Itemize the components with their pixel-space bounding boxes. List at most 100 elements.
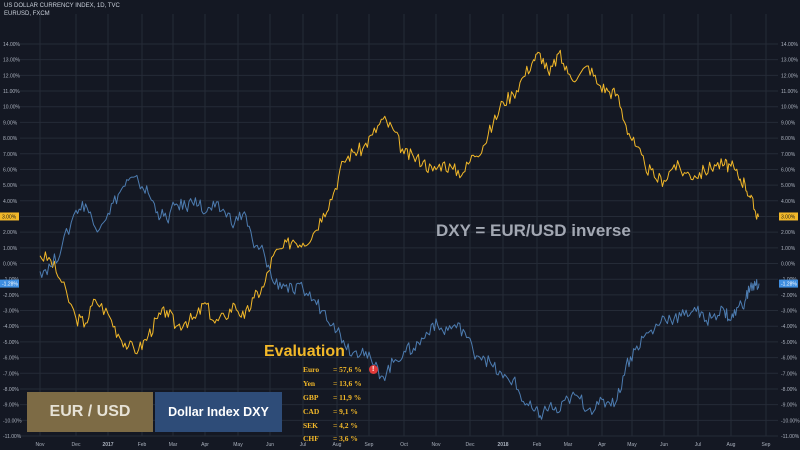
y-tick-label: 0.00% <box>3 262 18 268</box>
y-tick-label: -10.00% <box>3 418 22 424</box>
y-tick-label: -2.00% <box>3 293 19 299</box>
overlay-title: DXY = EUR/USD inverse <box>436 221 631 240</box>
y-tick-label: 9.00% <box>781 120 796 126</box>
weight-currency: GBP <box>303 392 319 402</box>
x-tick-label: Apr <box>598 442 606 448</box>
x-tick-label: Jun <box>266 442 274 448</box>
x-tick-label: May <box>627 442 637 448</box>
x-tick-label: Mar <box>564 442 573 448</box>
x-tick-label: Sep <box>365 442 374 448</box>
weight-row-chf: CHF = 3,6 % <box>303 432 378 446</box>
last-value-label-dxy: -1.28% <box>781 282 797 288</box>
last-value-label-eurusd: 3.00% <box>781 214 796 220</box>
y-tick-label: 11.00% <box>3 89 20 95</box>
y-tick-label: 9.00% <box>3 120 18 126</box>
x-tick-label: Jun <box>660 442 668 448</box>
last-value-badge-eurusd <box>779 212 798 221</box>
y-tick-label: -11.00% <box>3 434 22 440</box>
series-line-eurusd <box>39 49 760 355</box>
last-value-label-eurusd: 3.00% <box>2 214 17 220</box>
x-tick-label: May <box>233 442 243 448</box>
y-tick-label: -3.00% <box>781 309 797 315</box>
weight-value: = 3,6 % <box>333 434 358 444</box>
y-tick-label: -7.00% <box>781 371 797 377</box>
x-tick-label: Jul <box>300 442 306 448</box>
y-tick-label: -9.00% <box>3 403 19 409</box>
y-tick-label: 4.00% <box>3 199 18 205</box>
y-tick-label: 2.00% <box>3 230 18 236</box>
y-tick-label: 14.00% <box>781 42 799 48</box>
x-tick-label: Feb <box>138 442 147 448</box>
y-axis-right: 14.00% 13.00% 12.00% 11.00% 10.00% 9.00% 8.00%… <box>781 42 800 440</box>
x-tick-label: Jul <box>695 442 701 448</box>
chart-header-title: US DOLLAR CURRENCY INDEX, 1D, TVC <box>4 3 120 9</box>
weight-value: = 9,1 % <box>333 406 358 416</box>
y-tick-label: 4.00% <box>781 199 796 205</box>
x-tick-label: 2018 <box>497 442 508 448</box>
y-axis-left: 14.00% 13.00% 12.00% 11.00% 10.00% 9.00% 8.00%… <box>3 42 22 440</box>
y-tick-label: -6.00% <box>3 356 19 362</box>
weight-value: = 13,6 % <box>333 379 362 389</box>
last-value-label-dxy: -1.28% <box>2 282 18 288</box>
weight-value: = 57,6 % <box>333 365 362 375</box>
y-tick-label: 6.00% <box>3 167 18 173</box>
weight-currency: Euro <box>303 365 320 375</box>
x-tick-label: Sep <box>762 442 771 448</box>
series-line-dxy <box>39 174 760 420</box>
y-tick-label: -7.00% <box>3 371 19 377</box>
last-value-labels: 3.00% 3.00% -1.28% -1.28% <box>0 212 798 288</box>
y-tick-label: 11.00% <box>781 89 798 95</box>
warning-icon: ! <box>368 365 378 375</box>
y-tick-label: 8.00% <box>781 136 796 142</box>
weight-row-sek: SEK = 4,2 % <box>303 418 378 432</box>
y-tick-label: 5.00% <box>781 183 796 189</box>
y-tick-label: 12.00% <box>3 73 21 79</box>
weight-currency: CHF <box>303 434 319 444</box>
x-tick-label: Feb <box>533 442 542 448</box>
y-tick-label: -3.00% <box>3 309 19 315</box>
x-tick-label: Aug <box>333 442 342 448</box>
x-tick-label: Apr <box>201 442 209 448</box>
weight-currency: SEK <box>303 420 319 430</box>
weight-value: = 11,9 % <box>333 392 362 402</box>
weight-row-yen: Yen = 13,6 % <box>303 377 378 391</box>
y-tick-label: 2.00% <box>781 230 796 236</box>
y-tick-label: -2.00% <box>781 293 797 299</box>
weight-row-euro: Euro = 57,6 % ! <box>303 363 378 377</box>
y-tick-label: -11.00% <box>781 434 800 440</box>
x-tick-label: Dec <box>466 442 475 448</box>
y-tick-label: 13.00% <box>781 58 799 64</box>
y-tick-label: 5.00% <box>3 183 18 189</box>
x-tick-label: 2017 <box>102 442 113 448</box>
y-tick-label: -4.00% <box>3 324 19 330</box>
y-tick-label: 10.00% <box>3 105 21 111</box>
weight-row-gbp: GBP = 11,9 % <box>303 391 378 405</box>
last-value-badge-eurusd <box>0 212 19 221</box>
y-tick-label: 7.00% <box>781 152 796 158</box>
y-tick-label: -5.00% <box>3 340 19 346</box>
legend-box-dxy: Dollar Index DXY <box>155 392 282 432</box>
weights-table: Euro = 57,6 % ! Yen = 13,6 % GBP = 11,9 … <box>303 363 378 446</box>
y-tick-label: 8.00% <box>3 136 18 142</box>
y-tick-label: 1.00% <box>3 246 18 252</box>
y-tick-label: 6.00% <box>781 167 796 173</box>
x-tick-label: Nov <box>432 442 441 448</box>
y-tick-label: -8.00% <box>781 387 797 393</box>
weight-currency: Yen <box>303 379 316 389</box>
chart-grid <box>20 14 778 437</box>
legend-box-eurusd: EUR / USD <box>27 392 153 432</box>
x-tick-label: Oct <box>400 442 408 448</box>
weight-row-cad: CAD = 9,1 % <box>303 404 378 418</box>
y-tick-label: -4.00% <box>781 324 797 330</box>
y-tick-label: 14.00% <box>3 42 21 48</box>
y-tick-label: 0.00% <box>781 262 796 268</box>
y-tick-label: 7.00% <box>3 152 18 158</box>
x-tick-label: Mar <box>169 442 178 448</box>
y-tick-label: -10.00% <box>781 418 800 424</box>
weight-currency: CAD <box>303 406 320 416</box>
x-axis: Nov Dec 2017 Feb Mar Apr May Jun Jul Aug Sep Oct Nov… <box>36 442 771 448</box>
y-tick-label: -9.00% <box>781 403 797 409</box>
last-value-badge-dxy <box>0 279 19 288</box>
x-tick-label: Nov <box>36 442 45 448</box>
